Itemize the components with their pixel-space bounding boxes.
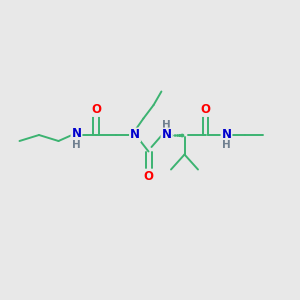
Text: H: H [222,140,231,151]
Text: N: N [221,128,232,142]
Text: H: H [162,120,171,130]
Text: O: O [200,103,211,116]
Text: N: N [71,127,82,140]
Text: O: O [143,169,154,183]
Text: O: O [91,103,101,116]
Text: N: N [161,128,172,142]
Text: H: H [72,140,81,151]
Text: N: N [130,128,140,142]
